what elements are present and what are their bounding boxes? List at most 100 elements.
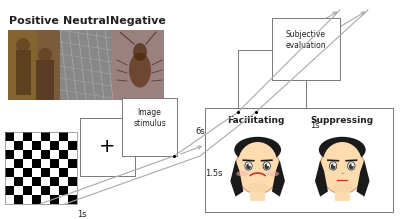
Ellipse shape	[323, 142, 362, 184]
Bar	[59, 159, 68, 168]
Bar	[68, 159, 77, 168]
Bar	[80, 118, 135, 176]
Bar	[41, 195, 50, 204]
Bar	[238, 50, 306, 112]
Bar	[14, 159, 23, 168]
Ellipse shape	[348, 162, 355, 170]
Bar	[14, 195, 23, 204]
Bar	[32, 186, 41, 195]
Bar	[50, 177, 59, 186]
Circle shape	[267, 164, 269, 166]
Bar	[50, 132, 59, 141]
Ellipse shape	[264, 164, 269, 169]
Bar	[23, 159, 32, 168]
Bar	[272, 18, 340, 80]
Bar	[59, 168, 68, 177]
Ellipse shape	[330, 162, 337, 170]
Bar	[50, 141, 59, 150]
Ellipse shape	[236, 171, 248, 176]
Bar	[14, 132, 23, 141]
Bar	[59, 141, 68, 150]
Bar	[59, 186, 68, 195]
Bar	[5, 177, 14, 186]
Bar	[14, 186, 23, 195]
Text: Suppressing: Suppressing	[311, 116, 374, 125]
Bar	[41, 132, 50, 141]
Text: Image
stimulus: Image stimulus	[133, 108, 166, 128]
Bar	[5, 132, 14, 141]
Polygon shape	[272, 160, 285, 197]
Bar	[50, 159, 59, 168]
Text: 1s: 1s	[310, 120, 320, 129]
Bar	[50, 186, 59, 195]
Bar	[32, 141, 41, 150]
Circle shape	[351, 164, 354, 166]
Bar	[50, 195, 59, 204]
Bar	[5, 150, 14, 159]
Bar	[60, 30, 112, 100]
Circle shape	[333, 164, 336, 166]
Bar	[112, 30, 164, 100]
Bar	[68, 177, 77, 186]
Text: Subjective
evaluation: Subjective evaluation	[286, 30, 326, 50]
Bar	[23, 168, 32, 177]
Circle shape	[248, 164, 251, 166]
Bar	[14, 150, 23, 159]
Bar	[41, 186, 50, 195]
Bar	[68, 186, 77, 195]
Ellipse shape	[263, 162, 270, 170]
Bar	[41, 159, 50, 168]
Bar	[41, 168, 50, 177]
Ellipse shape	[319, 137, 366, 163]
Bar	[16, 50, 31, 95]
Bar	[14, 177, 23, 186]
Text: 6s: 6s	[195, 127, 205, 136]
Text: Negative: Negative	[110, 16, 166, 26]
Bar	[68, 150, 77, 159]
Text: 1.5s: 1.5s	[205, 168, 222, 178]
Bar	[250, 190, 265, 201]
Bar	[5, 168, 14, 177]
Ellipse shape	[246, 164, 251, 169]
Bar	[32, 150, 41, 159]
Bar	[68, 195, 77, 204]
Ellipse shape	[245, 162, 252, 170]
Bar	[68, 168, 77, 177]
Bar	[59, 177, 68, 186]
Bar	[32, 177, 41, 186]
Bar	[14, 168, 23, 177]
Bar	[32, 168, 41, 177]
Ellipse shape	[331, 164, 336, 169]
Bar	[23, 141, 32, 150]
Bar	[23, 177, 32, 186]
Ellipse shape	[238, 142, 277, 184]
Circle shape	[38, 48, 52, 62]
Polygon shape	[356, 160, 370, 197]
Text: Positive: Positive	[9, 16, 59, 26]
Polygon shape	[230, 160, 243, 197]
Ellipse shape	[267, 171, 279, 176]
Text: Facilitating: Facilitating	[227, 116, 284, 125]
Bar	[205, 108, 393, 212]
Bar	[8, 30, 37, 100]
Bar	[14, 141, 23, 150]
Bar	[5, 141, 14, 150]
Ellipse shape	[247, 182, 268, 193]
Bar	[23, 132, 32, 141]
Text: +: +	[99, 138, 116, 157]
Bar	[68, 132, 77, 141]
Bar	[50, 168, 59, 177]
Bar	[32, 159, 41, 168]
Bar	[50, 150, 59, 159]
Bar	[5, 159, 14, 168]
Bar	[23, 150, 32, 159]
Ellipse shape	[349, 164, 354, 169]
Bar	[59, 132, 68, 141]
Bar	[68, 141, 77, 150]
Bar	[5, 186, 14, 195]
Text: Neutral: Neutral	[63, 16, 109, 26]
Bar	[8, 30, 60, 100]
Polygon shape	[315, 160, 328, 197]
Bar	[5, 132, 77, 204]
Bar	[335, 190, 350, 201]
